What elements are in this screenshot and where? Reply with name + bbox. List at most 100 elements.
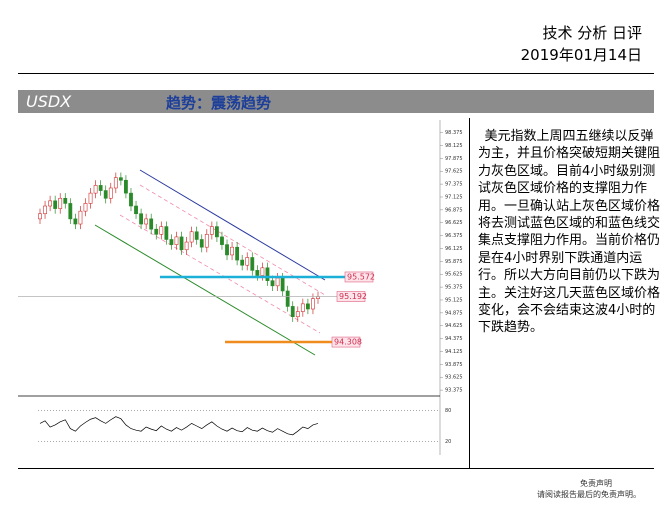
oscillator-line <box>39 416 319 436</box>
y-tick-label: 94.125 <box>445 349 463 355</box>
candle-body <box>83 203 88 212</box>
candle-body <box>98 185 103 191</box>
candle-body <box>316 296 320 299</box>
level-label: 95.572 <box>347 272 375 281</box>
y-tick-label: 97.125 <box>445 194 463 200</box>
candle-body <box>73 218 78 225</box>
y-tick-label: 98.375 <box>445 130 463 136</box>
symbol: USDX <box>26 92 72 111</box>
y-tick-label: 95.125 <box>445 297 463 303</box>
candle-body <box>194 231 199 240</box>
candle-body <box>290 306 295 318</box>
candle-body <box>63 197 68 204</box>
candle-body <box>179 236 184 251</box>
candle-body <box>240 259 245 266</box>
rule <box>18 468 654 469</box>
candle-body <box>108 187 113 199</box>
candle-body <box>285 290 290 307</box>
candle-body <box>270 280 275 287</box>
y-tick-label: 94.625 <box>445 323 463 329</box>
trend: 趋势：震荡趋势 <box>166 94 272 112</box>
candle-body <box>38 213 42 220</box>
y-tick-label: 94.875 <box>445 310 463 316</box>
candle-body <box>260 267 265 276</box>
candle-body <box>164 226 169 240</box>
candle-body <box>53 200 58 209</box>
trend-line <box>139 184 326 296</box>
candle-body <box>154 228 159 235</box>
candle-body <box>295 311 300 318</box>
y-tick-label: 95.875 <box>445 259 463 265</box>
rule <box>18 73 654 74</box>
level-label: 95.192 <box>339 292 367 301</box>
y-tick-label: 20 <box>445 439 451 445</box>
candle-body <box>129 192 133 207</box>
candle-body <box>311 298 315 310</box>
candle-body <box>204 234 209 248</box>
candle-body <box>88 192 93 204</box>
level-tag <box>344 271 374 283</box>
candle-body <box>215 226 219 238</box>
trend-line <box>119 214 321 334</box>
y-tick-label: 97.625 <box>445 169 463 175</box>
y-tick-label: 96.625 <box>445 220 463 226</box>
candle-body <box>68 203 73 220</box>
y-tick-label: 97.875 <box>445 156 463 162</box>
candle-body <box>225 244 229 256</box>
trend-line <box>94 224 316 356</box>
candle-body <box>220 236 224 245</box>
divider <box>469 118 470 468</box>
candle-body <box>174 236 179 245</box>
candle-body <box>78 210 83 225</box>
candle-body <box>113 177 118 189</box>
level-tag <box>331 336 361 348</box>
trend-line <box>139 169 326 281</box>
y-tick-label: 80 <box>445 408 451 414</box>
header-title: 技术 分析 日评 <box>542 24 642 42</box>
candle-body <box>250 257 255 271</box>
candle-body <box>144 218 149 225</box>
candle-body <box>255 270 260 276</box>
candle-body <box>245 257 250 266</box>
y-tick-label: 93.375 <box>445 388 463 394</box>
header-date: 2019年01月14日 <box>520 46 642 64</box>
candle-body <box>199 239 204 248</box>
y-tick-label: 93.625 <box>445 375 463 381</box>
candle-body <box>184 241 189 251</box>
y-tick-label: 98.125 <box>445 143 463 149</box>
candle-body <box>134 205 138 215</box>
y-tick-label: 93.875 <box>445 362 463 368</box>
candle-body <box>235 246 240 261</box>
banner: USDX 趋势：震荡趋势 <box>18 90 654 113</box>
y-tick-label: 96.125 <box>445 246 463 252</box>
candle-body <box>139 213 143 225</box>
candle-body <box>230 246 234 256</box>
y-tick-label: 97.375 <box>445 182 463 188</box>
level-tag <box>336 291 366 302</box>
y-tick-label: 94.375 <box>445 336 463 342</box>
candle-body <box>43 205 47 215</box>
candle-body <box>103 190 108 199</box>
candle-body <box>159 226 164 235</box>
y-tick-label: 95.625 <box>445 272 463 278</box>
candle-body <box>149 218 154 230</box>
candle-body <box>305 303 310 310</box>
level-label: 94.308 <box>334 338 362 347</box>
y-tick-label: 95.375 <box>445 285 463 291</box>
candle-body <box>265 267 270 281</box>
footer: 请阅读报告最后的免责声明。 <box>537 490 641 499</box>
candle-body <box>275 277 280 287</box>
candle-body <box>280 277 285 292</box>
candle-body <box>300 303 305 312</box>
candle-body <box>93 185 98 194</box>
candle-body <box>189 231 194 243</box>
footer: 免责声明 <box>580 479 612 488</box>
commentary: 美元指数上周四五继续以反弹为主，并且价格突破短期关键阻力灰色区域。目前4小时级别… <box>478 129 661 336</box>
y-tick-label: 96.875 <box>445 207 463 213</box>
candle-body <box>58 197 63 209</box>
candle-body <box>209 226 214 235</box>
candle-body <box>169 239 174 245</box>
y-tick-label: 96.375 <box>445 233 463 239</box>
candle-body <box>118 177 123 181</box>
